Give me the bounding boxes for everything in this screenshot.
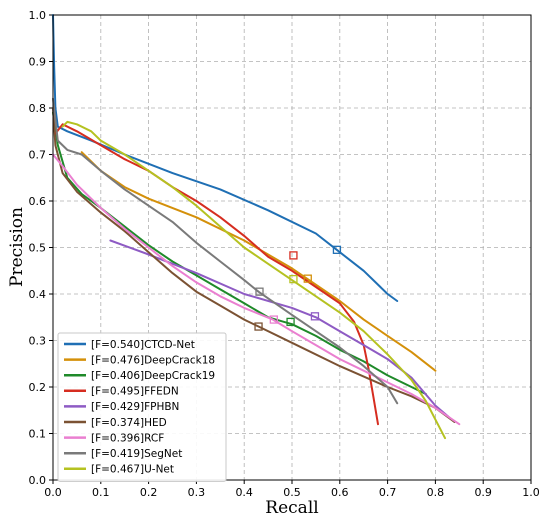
legend-label: [F=0.540]CTCD-Net xyxy=(91,339,195,351)
series-line xyxy=(52,153,461,426)
series-marker xyxy=(255,287,264,296)
series-marker xyxy=(289,251,298,260)
legend-label: [F=0.495]FFEDN xyxy=(91,386,179,398)
series-marker xyxy=(303,274,312,283)
y-axis-ticks: 0.0 0.1 0.2 0.3 0.4 0.5 0.6 0.7 0.8 0.9 1.0 xyxy=(29,9,53,487)
x-tick-label: 0.0 xyxy=(44,486,62,499)
series-line xyxy=(52,97,399,405)
x-tick-label: 0.4 xyxy=(235,486,253,499)
legend-label: [F=0.396]RCF xyxy=(91,432,164,444)
series-line xyxy=(52,107,456,423)
x-axis-ticks: 0.0 0.1 0.2 0.3 0.4 0.5 0.6 0.7 0.8 0.9 1.0 xyxy=(44,480,540,499)
legend: [F=0.540]CTCD-Net [F=0.476]DeepCrack18 [F=… xyxy=(57,332,227,482)
y-tick-label: 0.3 xyxy=(29,335,47,348)
x-axis-title: Recall xyxy=(265,498,318,518)
series-marker xyxy=(289,274,298,284)
y-tick-label: 1.0 xyxy=(29,9,47,22)
series-marker xyxy=(254,322,263,331)
series-lines xyxy=(52,14,461,440)
series-marker xyxy=(269,315,278,324)
y-tick-label: 0.7 xyxy=(29,149,47,162)
series-line xyxy=(109,239,456,423)
series-marker xyxy=(310,312,320,321)
y-tick-label: 0.9 xyxy=(29,56,47,69)
y-tick-label: 0.5 xyxy=(29,242,47,255)
x-tick-label: 0.5 xyxy=(283,486,301,499)
legend-label: [F=0.406]DeepCrack19 xyxy=(91,370,215,382)
legend-label: [F=0.419]SegNet xyxy=(91,448,182,460)
series-line xyxy=(80,151,437,372)
legend-label: [F=0.467]U-Net xyxy=(91,464,174,476)
legend-box xyxy=(57,332,227,482)
y-tick-label: 0.6 xyxy=(29,195,47,208)
series-line xyxy=(52,14,399,302)
x-tick-label: 0.3 xyxy=(188,486,206,499)
x-tick-label: 0.7 xyxy=(379,486,397,499)
x-tick-label: 0.1 xyxy=(92,486,110,499)
series-markers xyxy=(254,245,342,331)
y-axis-title: Precision xyxy=(7,207,27,287)
series-line xyxy=(61,120,446,440)
y-tick-label: 0.0 xyxy=(29,474,47,487)
x-tick-label: 0.8 xyxy=(427,486,445,499)
y-tick-label: 0.8 xyxy=(29,102,47,115)
series-marker xyxy=(286,317,295,327)
series-marker xyxy=(332,245,342,254)
y-tick-label: 0.1 xyxy=(29,428,47,441)
x-tick-label: 0.6 xyxy=(331,486,349,499)
legend-label: [F=0.429]FPHBN xyxy=(91,401,179,413)
plot-frame xyxy=(52,14,532,481)
x-tick-label: 1.0 xyxy=(522,486,540,499)
legend-label: [F=0.374]HED xyxy=(91,417,167,429)
series-line xyxy=(52,111,427,395)
y-tick-label: 0.2 xyxy=(29,381,47,394)
x-tick-label: 0.2 xyxy=(140,486,158,499)
y-tick-label: 0.4 xyxy=(29,288,47,301)
x-tick-label: 0.9 xyxy=(474,486,492,499)
legend-label: [F=0.476]DeepCrack18 xyxy=(91,354,215,366)
